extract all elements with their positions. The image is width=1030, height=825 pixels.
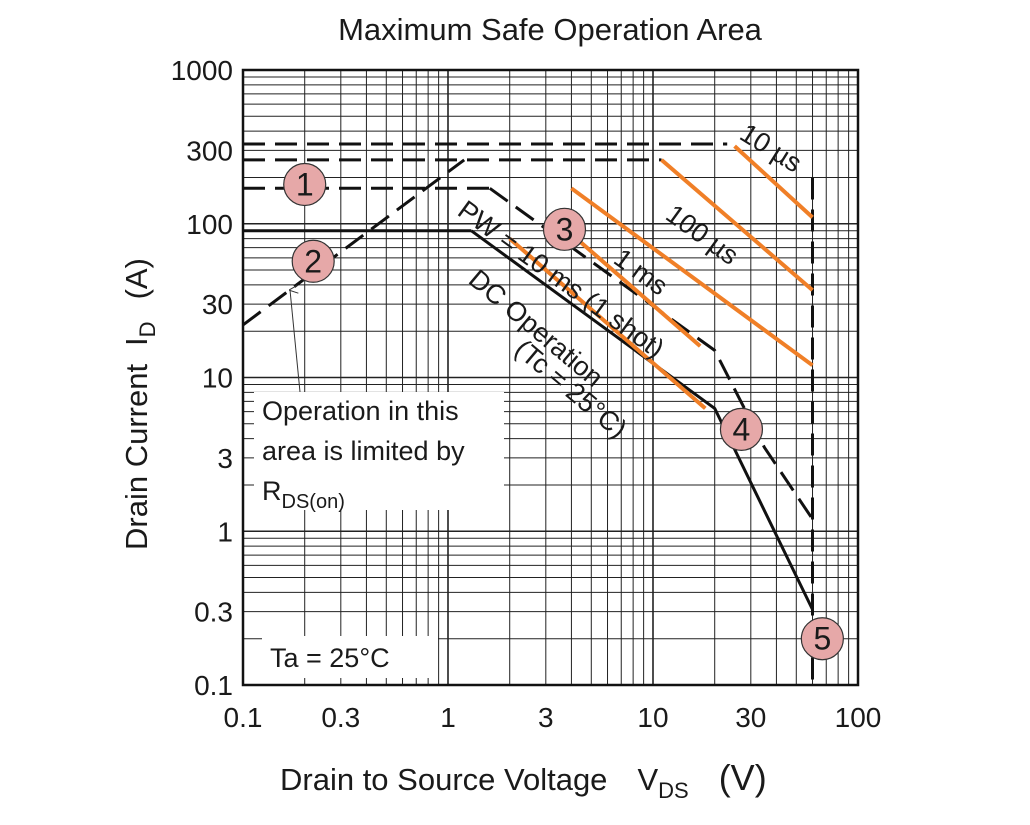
rds-note-pointer — [290, 290, 301, 393]
plot-frame — [241, 68, 860, 687]
rds-note: Operation in this area is limited by RDS… — [254, 290, 504, 513]
svg-text:2: 2 — [304, 243, 322, 279]
series-thermal-10us — [733, 144, 814, 219]
svg-text:4: 4 — [733, 411, 751, 447]
x-tick-label: 0.1 — [224, 702, 263, 733]
y-tick-label: 1 — [217, 516, 233, 547]
y-tick-label: 0.1 — [194, 670, 233, 701]
series-thermal-1ms — [570, 186, 814, 367]
y-tick-label: 1000 — [171, 55, 233, 86]
marker-5: 5 — [800, 617, 844, 661]
y-axis-label: Drain CurrentID(A) — [119, 258, 160, 550]
x-tick-label: 3 — [538, 702, 554, 733]
x-tick-label: 1 — [440, 702, 456, 733]
x-tick-label: 10 — [637, 702, 668, 733]
marker-2: 2 — [291, 239, 335, 283]
y-tick-label: 100 — [186, 209, 233, 240]
x-tick-label: 0.3 — [321, 702, 360, 733]
curve-annotations: 10 µs 100 µs 1 ms PW = 10 ms (1 shot) DC… — [452, 118, 807, 444]
region-markers: 1 2 3 4 5 — [283, 162, 844, 661]
svg-text:Operation in this: Operation in this — [262, 396, 459, 426]
svg-text:RDS(on): RDS(on) — [262, 476, 345, 513]
series-boundary-10ms — [488, 187, 814, 520]
x-tick-label: 100 — [835, 702, 882, 733]
series-thermal-10ms — [558, 222, 702, 348]
series-thermal-dc — [508, 237, 707, 410]
label-100us: 100 µs — [660, 199, 744, 271]
y-tick-label: 3 — [217, 443, 233, 474]
y-tick-label: 30 — [202, 289, 233, 320]
marker-4: 4 — [719, 407, 764, 451]
svg-text:3: 3 — [556, 211, 574, 247]
y-tick-label: 10 — [202, 363, 233, 394]
y-tick-label: 300 — [186, 135, 233, 166]
marker-1: 1 — [283, 162, 327, 207]
ambient-note: Ta = 25°C — [262, 636, 438, 678]
svg-text:area is limited by: area is limited by — [262, 436, 465, 466]
x-tick-label: 30 — [735, 702, 766, 733]
x-axis-label: Drain to Source Voltage VDS (V) — [280, 757, 767, 803]
series-thermal-100us — [660, 158, 814, 292]
grid-lines — [242, 70, 858, 686]
svg-text:1: 1 — [296, 167, 314, 203]
series-boundary-dc — [470, 229, 814, 611]
svg-text:5: 5 — [813, 621, 831, 657]
chart-title: Maximum Safe Operation Area — [338, 12, 763, 47]
y-tick-label: 0.3 — [194, 597, 233, 628]
marker-3: 3 — [542, 207, 587, 251]
svg-text:Ta = 25°C: Ta = 25°C — [270, 643, 390, 673]
tick-labels: 0.1 0.3 1 3 10 30 100 0.1 0.3 1 3 10 30 100 300 1000 — [171, 55, 882, 733]
series-rds-limit — [242, 158, 466, 327]
